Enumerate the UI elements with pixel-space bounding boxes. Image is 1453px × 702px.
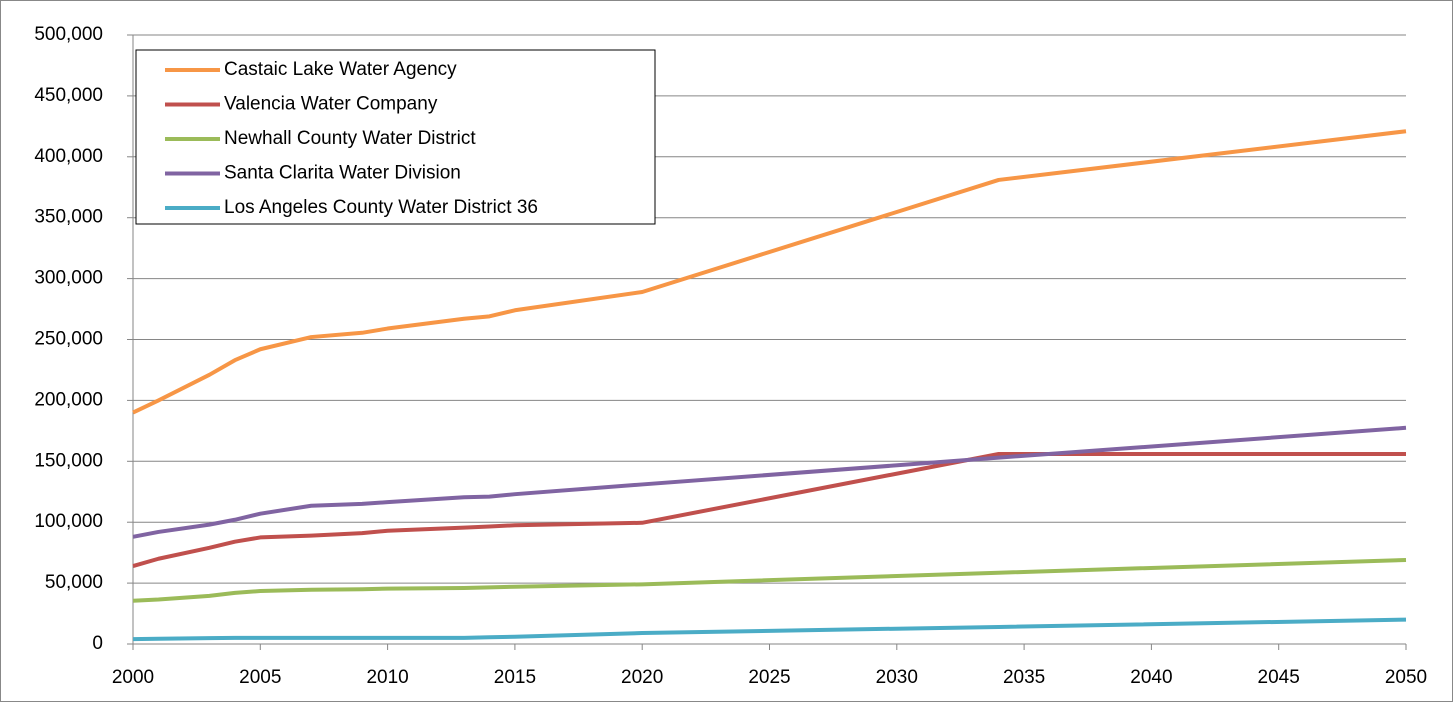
x-tick-label: 2050 — [1385, 667, 1427, 688]
y-tick-label: 150,000 — [34, 450, 103, 471]
x-tick-label: 2020 — [621, 667, 663, 688]
series-line — [132, 617, 1407, 642]
x-tick-label: 2025 — [748, 667, 790, 688]
x-tick-label: 2000 — [112, 667, 154, 688]
x-tick-label: 2035 — [1003, 667, 1045, 688]
x-tick-label: 2040 — [1130, 667, 1172, 688]
series-line — [132, 129, 1407, 415]
legend-box — [135, 49, 656, 225]
x-tick-label: 2015 — [494, 667, 536, 688]
y-tick-label: 200,000 — [34, 389, 103, 410]
y-tick-label: 350,000 — [34, 207, 103, 228]
legend-label: Newhall County Water District — [224, 128, 476, 149]
x-tick-label: 2030 — [876, 667, 918, 688]
series-line — [132, 451, 1406, 568]
y-tick-label: 300,000 — [34, 268, 103, 289]
y-tick-label: 500,000 — [34, 24, 103, 45]
y-tick-label: 0 — [92, 633, 103, 654]
legend-label: Castaic Lake Water Agency — [224, 59, 457, 80]
legend-label: Santa Clarita Water Division — [224, 163, 461, 184]
x-tick-label: 2045 — [1258, 667, 1300, 688]
y-tick-label: 100,000 — [34, 511, 103, 532]
series-line — [132, 425, 1407, 539]
legend-label: Valencia Water Company — [224, 94, 438, 115]
y-tick-label: 250,000 — [34, 329, 103, 350]
y-tick-label: 400,000 — [34, 146, 103, 167]
y-tick-label: 50,000 — [45, 572, 103, 593]
series-line — [132, 557, 1407, 603]
x-tick-label: 2010 — [366, 667, 408, 688]
legend-label: Los Angeles County Water District 36 — [224, 197, 538, 218]
y-tick-label: 450,000 — [34, 85, 103, 106]
x-tick-label: 2005 — [239, 667, 281, 688]
